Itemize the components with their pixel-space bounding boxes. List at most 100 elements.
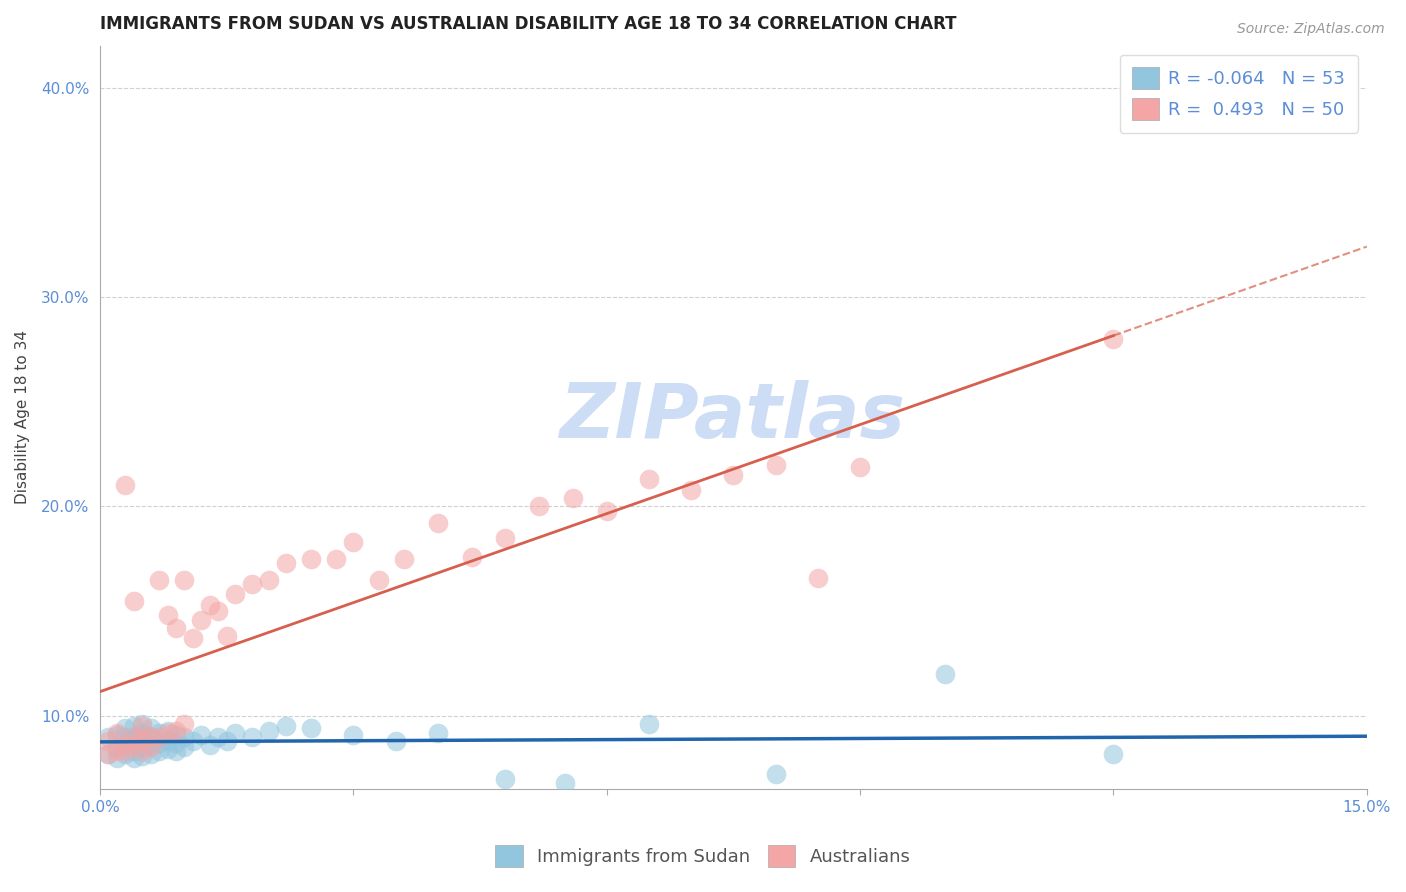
Point [131, 731, 153, 746]
Point [165, 723, 187, 738]
Point [527, 500, 550, 514]
Point [139, 747, 162, 761]
Point [807, 571, 830, 585]
Point [215, 629, 238, 643]
Point [299, 551, 322, 566]
Point [765, 458, 787, 472]
Text: ZIPatlas: ZIPatlas [561, 380, 907, 454]
Point [165, 744, 187, 758]
Point [105, 750, 128, 764]
Point [122, 744, 145, 758]
Point [173, 740, 195, 755]
Point [139, 722, 162, 736]
Point [165, 736, 187, 750]
Text: IMMIGRANTS FROM SUDAN VS AUSTRALIAN DISABILITY AGE 18 TO 34 CORRELATION CHART: IMMIGRANTS FROM SUDAN VS AUSTRALIAN DISA… [100, 15, 956, 33]
Point [156, 725, 179, 739]
Point [114, 722, 136, 736]
Point [765, 767, 787, 781]
Point [131, 748, 153, 763]
Point [367, 573, 389, 587]
Point [224, 725, 246, 739]
Point [257, 573, 280, 587]
Point [207, 604, 229, 618]
Point [131, 719, 153, 733]
Point [131, 717, 153, 731]
Point [638, 717, 661, 731]
Legend: Immigrants from Sudan, Australians: Immigrants from Sudan, Australians [488, 838, 918, 874]
Point [426, 725, 449, 739]
Point [681, 483, 703, 497]
Point [224, 587, 246, 601]
Point [97, 734, 120, 748]
Point [554, 776, 576, 790]
Point [139, 730, 162, 744]
Point [156, 742, 179, 756]
Point [97, 747, 120, 761]
Point [122, 719, 145, 733]
Point [1102, 747, 1125, 761]
Point [105, 728, 128, 742]
Point [392, 551, 415, 566]
Point [342, 535, 364, 549]
Point [105, 740, 128, 755]
Point [181, 632, 204, 646]
Point [148, 744, 170, 758]
Point [114, 730, 136, 744]
Point [198, 598, 221, 612]
Point [638, 472, 661, 486]
Point [105, 725, 128, 739]
Point [240, 730, 263, 744]
Point [384, 734, 406, 748]
Point [934, 667, 956, 681]
Point [122, 730, 145, 744]
Point [131, 744, 153, 758]
Point [596, 503, 619, 517]
Point [494, 772, 516, 786]
Point [139, 730, 162, 744]
Point [122, 736, 145, 750]
Point [148, 730, 170, 744]
Point [494, 531, 516, 545]
Point [460, 549, 482, 564]
Y-axis label: Disability Age 18 to 34: Disability Age 18 to 34 [15, 330, 30, 504]
Point [190, 728, 212, 742]
Point [190, 613, 212, 627]
Point [156, 608, 179, 623]
Point [156, 723, 179, 738]
Point [165, 621, 187, 635]
Point [257, 723, 280, 738]
Point [156, 734, 179, 748]
Point [426, 516, 449, 531]
Point [181, 734, 204, 748]
Point [207, 730, 229, 744]
Point [849, 459, 872, 474]
Point [131, 734, 153, 748]
Point [122, 593, 145, 607]
Point [148, 736, 170, 750]
Point [165, 728, 187, 742]
Point [1102, 332, 1125, 346]
Point [122, 730, 145, 744]
Point [562, 491, 585, 505]
Point [114, 744, 136, 758]
Point [299, 722, 322, 736]
Point [240, 577, 263, 591]
Point [198, 738, 221, 752]
Legend: R = -0.064   N = 53, R =  0.493   N = 50: R = -0.064 N = 53, R = 0.493 N = 50 [1119, 54, 1358, 133]
Point [139, 740, 162, 755]
Point [139, 738, 162, 752]
Point [274, 719, 297, 733]
Point [131, 740, 153, 755]
Point [114, 738, 136, 752]
Point [105, 744, 128, 758]
Point [122, 738, 145, 752]
Point [342, 728, 364, 742]
Point [131, 725, 153, 739]
Point [173, 730, 195, 744]
Point [97, 747, 120, 761]
Text: Source: ZipAtlas.com: Source: ZipAtlas.com [1237, 22, 1385, 37]
Point [215, 734, 238, 748]
Point [122, 750, 145, 764]
Point [173, 573, 195, 587]
Point [148, 573, 170, 587]
